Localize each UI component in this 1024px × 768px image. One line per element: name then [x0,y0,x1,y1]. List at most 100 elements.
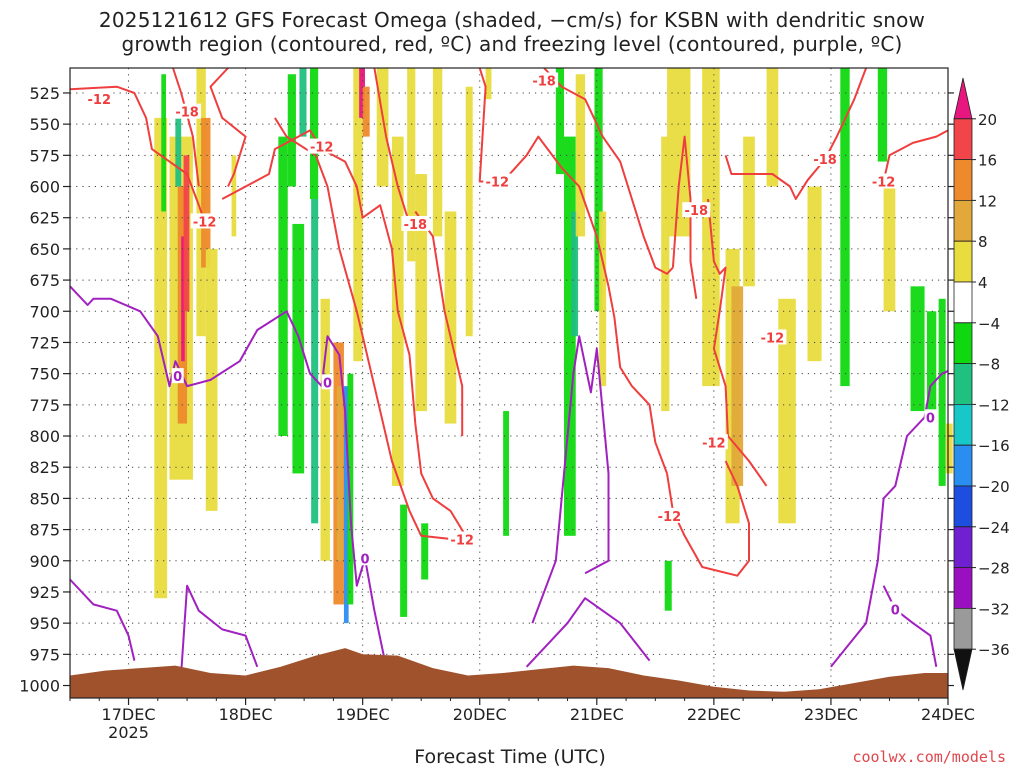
omega-streak [743,136,755,287]
omega-streak [571,211,579,337]
omega-streak [667,68,691,237]
contour-line [830,370,949,668]
colorbar-tick-label: −24 [978,519,1010,537]
contour-line [209,67,247,187]
contour-label: -18 [532,74,556,89]
contour-label: -12 [310,141,334,156]
contour-label-bg [530,72,559,88]
x-tick-label: 21DEC [570,705,624,724]
colorbar-segment [953,404,973,446]
y-tick-label: 950 [29,614,60,633]
colorbar-tick-label: −8 [978,356,1000,374]
y-tick-label: 725 [29,333,60,352]
colorbar-segment [953,567,973,609]
y-tick-label: 575 [29,146,60,165]
omega-streak [278,136,288,437]
y-tick-label: 900 [29,552,60,571]
y-axis-ticks: 525 550 575 600 625 650 675 700 725 750 775 800 825 8… [19,84,954,696]
omega-streak [564,136,576,536]
y-tick-label: 1000 [19,677,60,696]
omega-streak [336,386,343,561]
y-tick-label: 825 [29,458,60,477]
colorbar-tick-label: 16 [978,152,997,170]
contour-label: -12 [872,176,896,191]
contour-label: -18 [404,218,428,233]
omega-streak [807,186,822,362]
colorbar-segment [953,526,973,568]
contour-label: -12 [702,436,726,451]
x-tick-label: 23DEC [804,705,858,724]
omega-streak [183,155,190,312]
contour-line [671,135,698,299]
colorbar-tick-label: 12 [978,192,997,210]
omega-shading-layer [154,68,967,624]
contour-line [69,578,136,661]
contour-label-bg [448,531,477,547]
contour-label: -12 [486,176,510,191]
contour-line [525,597,651,668]
omega-streak [945,423,953,474]
colorbar-segment [953,608,973,650]
contour-label: -12 [761,331,785,346]
omega-streak [877,68,888,162]
omega-streak [175,111,182,187]
x-tick-label: 24DEC [921,705,975,724]
omega-streak [731,286,744,486]
colorbar-segment [953,648,973,691]
terrain-profile [70,648,948,698]
y-tick-label: 675 [29,271,60,290]
omega-streak [347,373,354,605]
omega-streak [778,298,796,524]
colorbar-tick-label: −16 [978,437,1010,455]
contour-label: 0 [926,411,935,426]
omega-streak [161,74,166,212]
omega-streak [926,311,937,424]
y-tick-label: 750 [29,365,60,384]
contour-line [882,129,949,182]
contour-label-bg [171,368,184,384]
omega-streak [599,211,607,387]
omega-streak [311,198,319,524]
y-tick-label: 650 [29,240,60,259]
x-tick-label: 20DEC [453,705,507,724]
chart-title-line2: growth region (contoured, red, ºC) and f… [121,32,903,56]
colorbar-tick-label: 20 [978,111,997,129]
y-tick-label: 525 [29,84,60,103]
omega-streak [465,86,473,337]
contour-labels: -12 -18 -12 -12 -18 -12 -18 -18 -12 -18 -12 -12 -12 -… [85,72,937,618]
y-tick-label: 800 [29,427,60,446]
omega-streak [575,74,586,237]
y-tick-label: 550 [29,115,60,134]
contour-line [69,85,206,222]
y-tick-label: 600 [29,178,60,197]
colorbar-segment [953,322,973,364]
omega-streak [766,68,779,187]
contour-line [221,129,469,541]
contour-label-bg [889,601,902,617]
omega-streak [664,560,672,611]
omega-streak [287,74,296,187]
x-axis-ticks: 17DEC 18DEC 19DEC 20DEC 21DEC 22DEC 23DEC 24DEC… [69,698,975,742]
contour-label: -18 [175,106,199,121]
contour-label-bg [869,173,898,189]
colorbar-segment [953,77,973,120]
x-tick-label: 22DEC [687,705,741,724]
omega-streak [362,86,370,137]
x-tick-label: 19DEC [336,705,390,724]
omega-streak [910,286,925,412]
colorbar-tick-label: 4 [978,274,988,292]
contour-label-bg [307,138,336,154]
y-tick-label: 625 [29,209,60,228]
colorbar-tick-label: −28 [978,560,1010,578]
contour-layer [69,67,949,674]
omega-streak [181,236,185,362]
omega-streak [292,223,305,474]
contour-label: 0 [360,552,369,567]
omega-streak [432,68,443,237]
contour-label-bg [655,507,684,523]
contour-line [69,285,388,668]
contour-label: -12 [88,93,112,108]
contour-label-bg [401,215,430,231]
y-tick-label: 875 [29,521,60,540]
contour-label-bg [758,329,787,345]
